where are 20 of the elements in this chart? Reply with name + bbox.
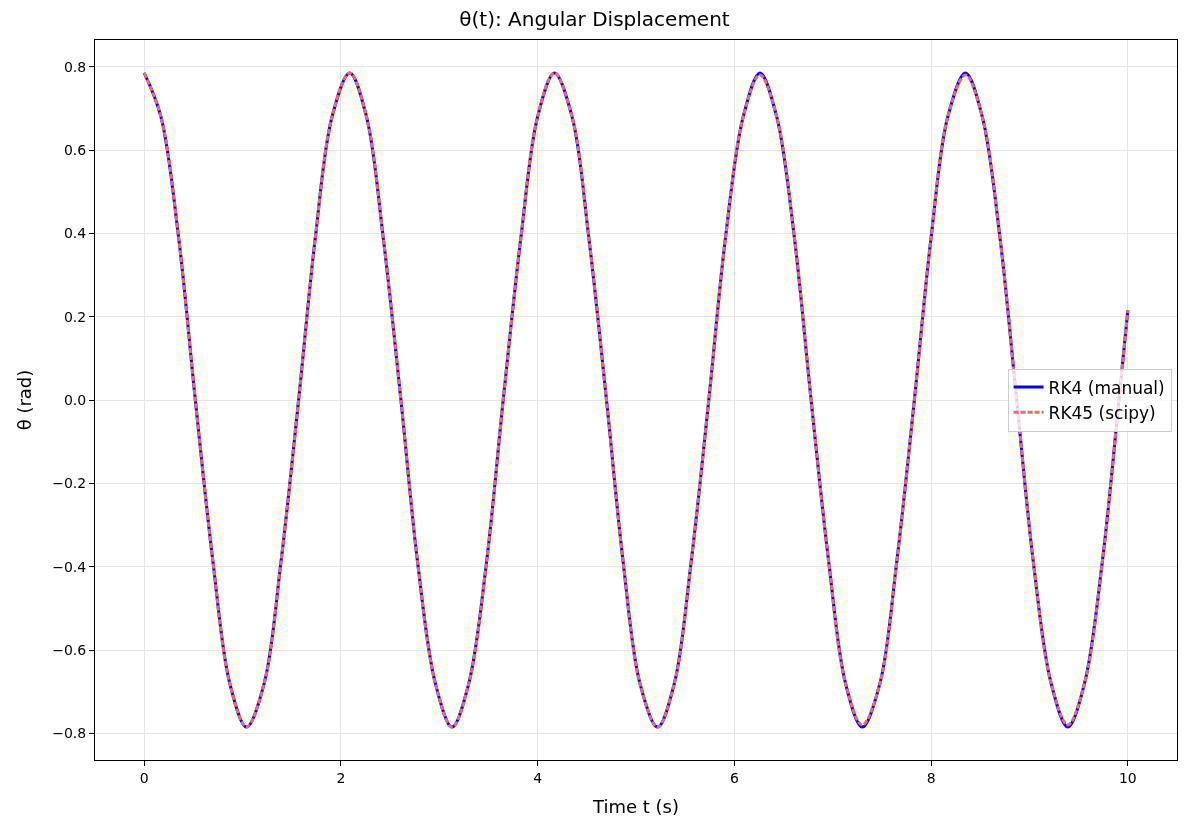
x-tick-label: 4 <box>533 769 543 786</box>
y-tick-label: 0.0 <box>63 391 87 408</box>
x-tick-label: 0 <box>139 769 149 786</box>
y-tick-label: 0.4 <box>63 225 87 242</box>
y-tick-label: 0.6 <box>63 141 87 158</box>
legend-label: RK4 (manual) <box>1048 377 1165 398</box>
x-tick-label: 2 <box>336 769 346 786</box>
x-tick-label: 6 <box>729 769 739 786</box>
y-tick-label: −0.6 <box>52 641 87 658</box>
y-axis-title: θ (rad) <box>14 369 36 431</box>
legend-label: RK45 (scipy) <box>1048 402 1156 423</box>
y-tick-label: 0.8 <box>63 58 87 75</box>
chart-title: θ(t): Angular Displacement <box>459 7 730 32</box>
y-tick-label: −0.2 <box>52 475 87 492</box>
x-axis-title: Time t (s) <box>592 795 679 817</box>
y-tick-label: 0.2 <box>63 308 87 325</box>
x-tick-label: 10 <box>1118 769 1137 786</box>
y-tick-label: −0.8 <box>52 725 87 742</box>
x-tick-label: 8 <box>926 769 936 786</box>
y-tick-label: −0.4 <box>52 558 87 575</box>
